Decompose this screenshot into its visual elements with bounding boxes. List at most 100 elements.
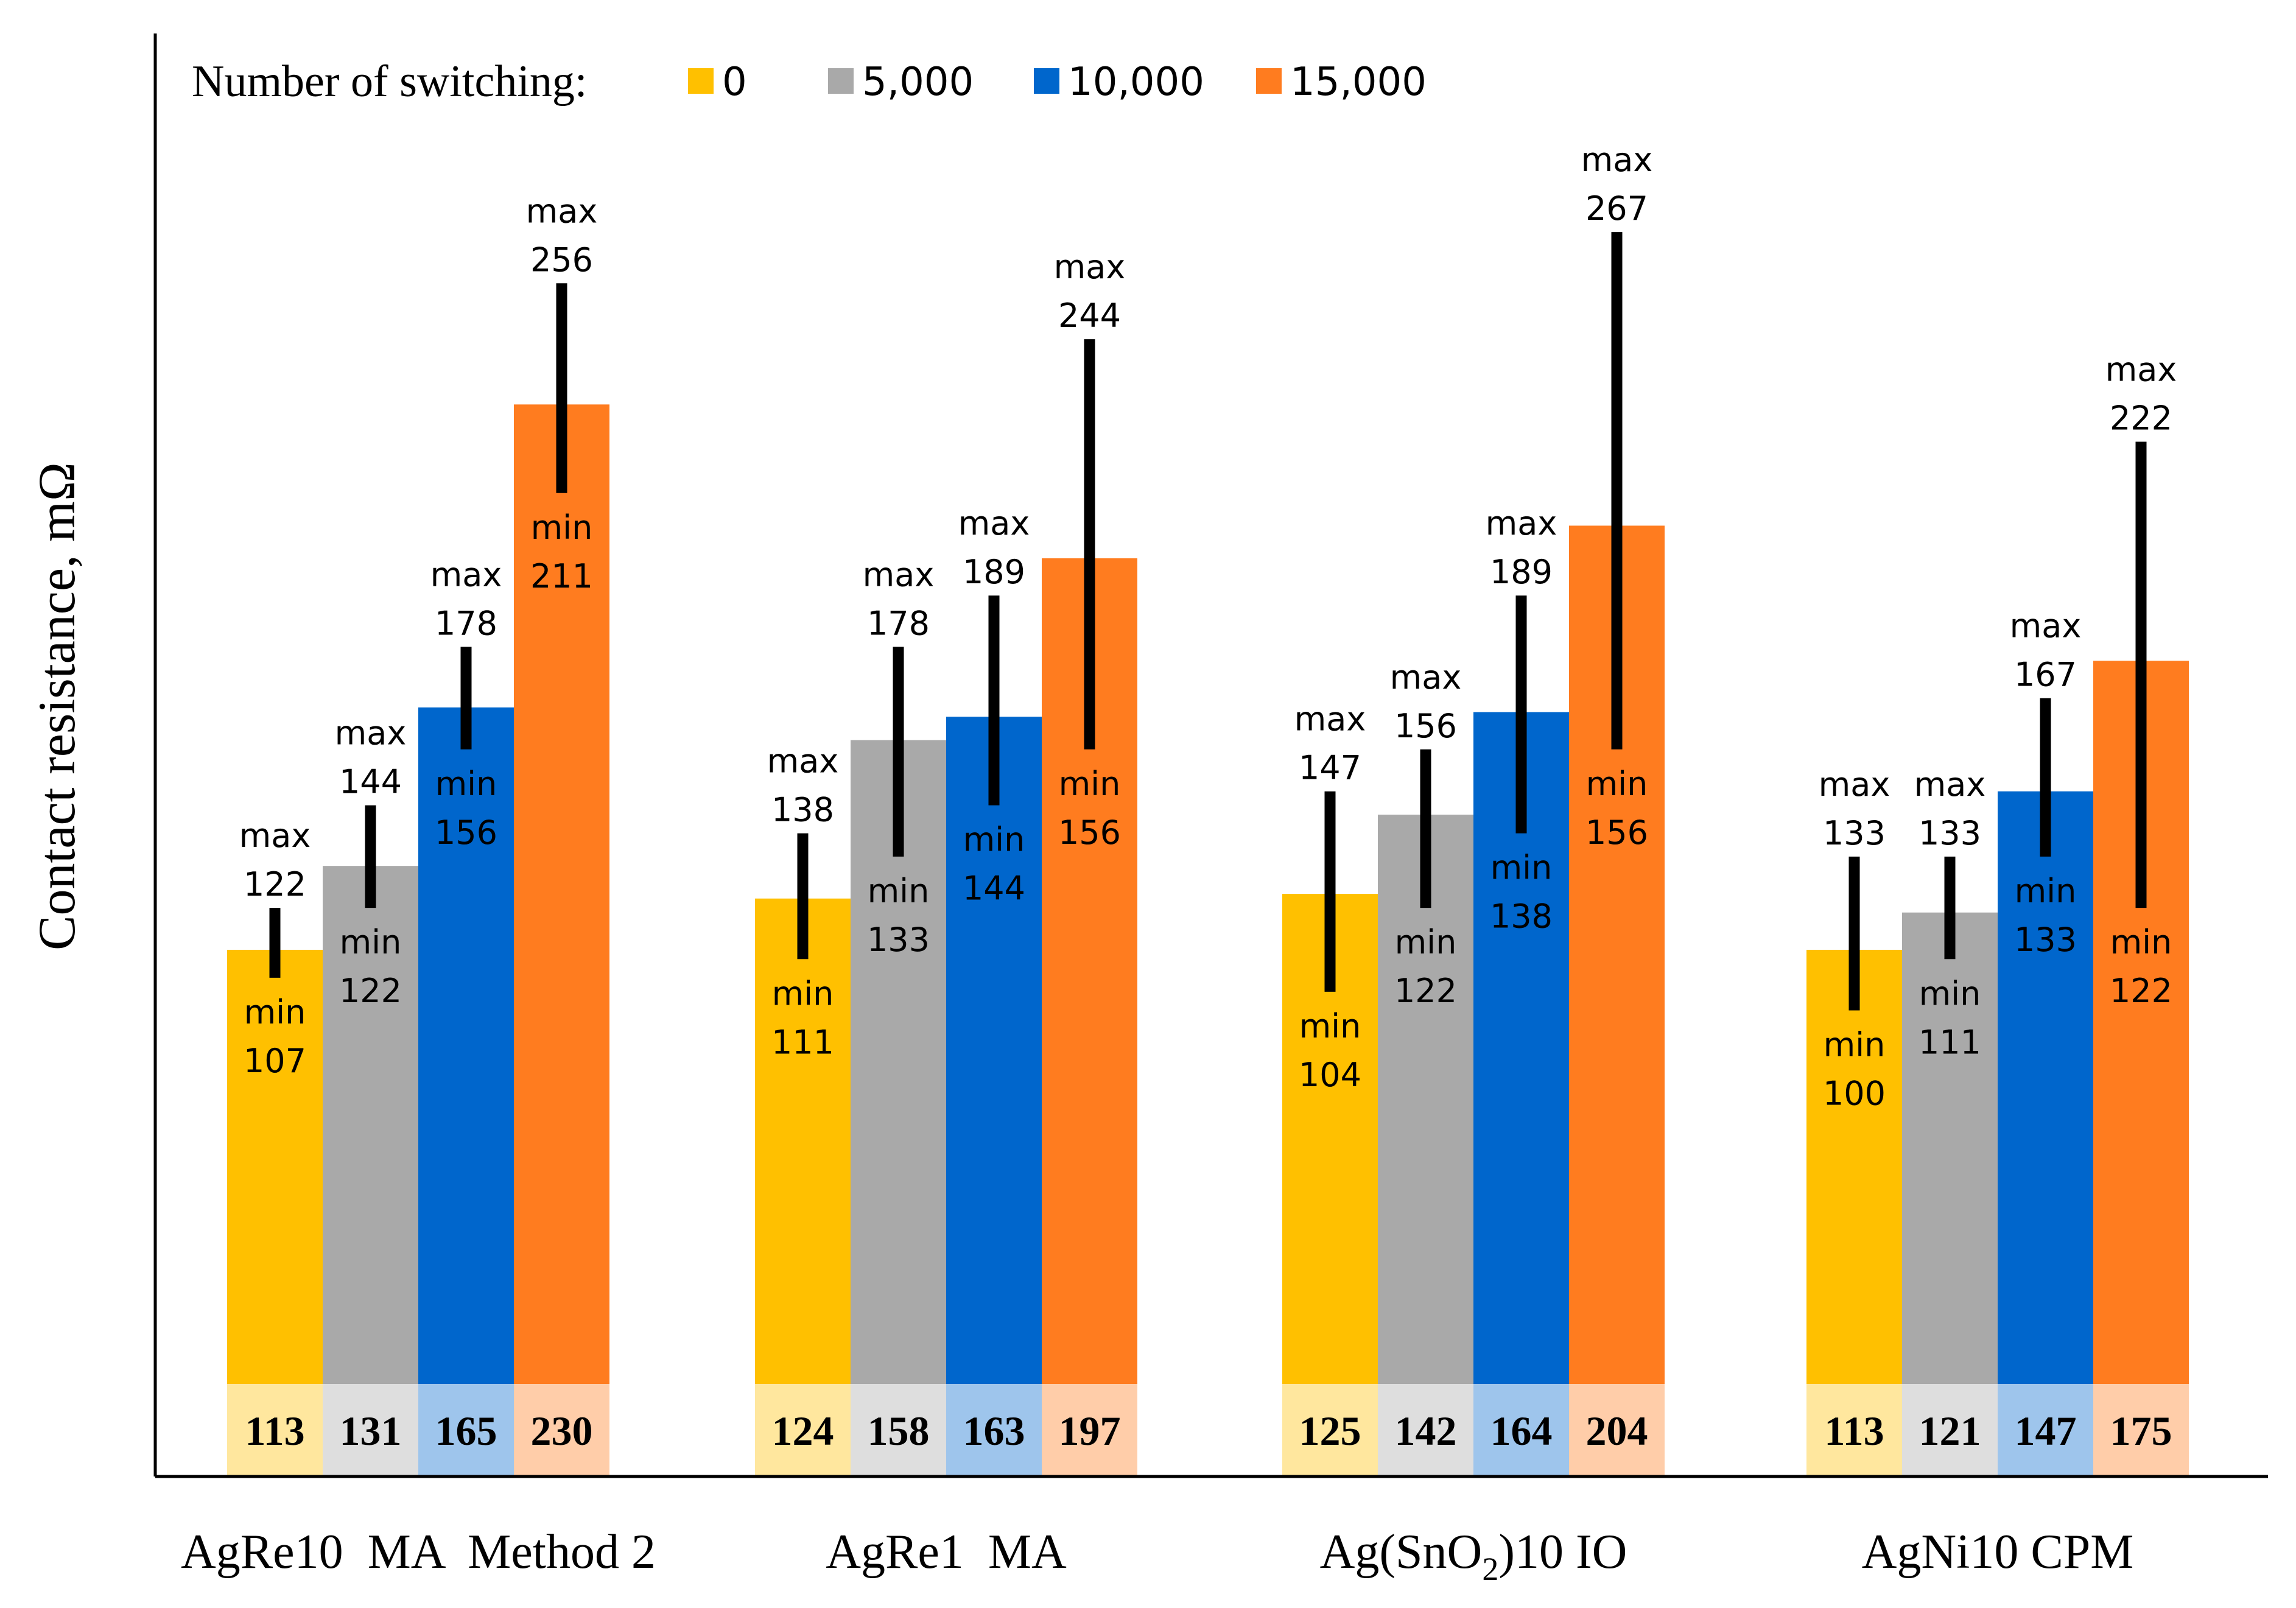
max-word-0-2: max [430, 555, 502, 594]
bar-value-band-3-2 [1998, 1384, 2093, 1476]
bar-value-band-2-1 [1378, 1384, 1473, 1476]
min-word-0-1: min [340, 923, 402, 961]
max-value-1-2: 189 [963, 553, 1025, 591]
x-tick-labels: AgRe10 MA Method 2 AgRe1 MA Ag(SnO2)10 IO A… [181, 1525, 2133, 1587]
min-value-2-2: 138 [1490, 897, 1553, 936]
max-value-2-1: 156 [1394, 707, 1457, 745]
max-value-3-2: 167 [2014, 656, 2077, 694]
bar-3-2 [1998, 791, 2093, 1476]
max-word-0-0: max [239, 816, 311, 855]
max-word-2-2: max [1486, 504, 1557, 542]
bar-value-band-0-2 [418, 1384, 514, 1476]
legend-label-3: 15,000 [1290, 60, 1427, 105]
bar-value-label-3-1: 121 [1919, 1408, 1981, 1454]
max-word-3-1: max [1914, 765, 1986, 804]
bar-value-label-1-1: 158 [868, 1408, 930, 1454]
errorbars-layer [269, 232, 2147, 1011]
max-word-1-3: max [1054, 248, 1126, 286]
bar-1-2 [946, 717, 1042, 1476]
legend-label-2: 10,000 [1068, 60, 1204, 105]
min-value-3-3: 122 [2110, 972, 2172, 1010]
max-value-1-0: 138 [771, 791, 834, 829]
min-word-1-1: min [868, 872, 930, 910]
max-word-0-3: max [526, 192, 598, 230]
bar-value-label-0-1: 131 [340, 1408, 402, 1454]
min-value-2-3: 156 [1585, 813, 1648, 852]
labels-layer: 113 max 122 min 107 131 max 144 min 122 165 max 178 m… [239, 141, 2177, 1454]
bar-value-band-1-0 [755, 1384, 851, 1476]
x-tick-label-1: AgRe1 MA [826, 1525, 1067, 1579]
min-value-2-1: 122 [1394, 972, 1457, 1010]
min-value-0-3: 211 [530, 557, 593, 595]
min-value-0-0: 107 [244, 1042, 306, 1080]
max-value-0-0: 122 [244, 865, 306, 904]
axes-layer [153, 33, 2268, 1478]
max-word-1-0: max [767, 742, 839, 781]
min-word-2-0: min [1299, 1007, 1361, 1045]
bar-value-band-2-3 [1569, 1384, 1665, 1476]
legend-swatch-1 [828, 68, 854, 94]
min-word-1-0: min [772, 974, 834, 1013]
min-value-3-1: 111 [1919, 1023, 1981, 1061]
bar-value-band-1-2 [946, 1384, 1042, 1476]
bar-value-band-3-3 [2093, 1384, 2189, 1476]
min-value-1-3: 156 [1058, 813, 1121, 852]
bar-0-2 [418, 707, 514, 1476]
min-word-3-0: min [1824, 1025, 1886, 1064]
x-tick-label-3: AgNi10 CPM [1862, 1525, 2134, 1579]
min-value-1-2: 144 [963, 869, 1025, 908]
bar-value-label-2-2: 164 [1490, 1408, 1553, 1454]
x-tick-label-0: AgRe10 MA Method 2 [181, 1525, 656, 1579]
min-value-1-1: 133 [867, 921, 930, 959]
bar-value-band-1-3 [1042, 1384, 1137, 1476]
bar-0-1 [323, 866, 418, 1476]
max-value-3-0: 133 [1823, 814, 1886, 852]
bar-value-label-2-1: 142 [1395, 1408, 1457, 1454]
min-word-2-3: min [1586, 765, 1648, 803]
bar-value-band-0-3 [514, 1384, 609, 1476]
bar-value-band-3-0 [1806, 1384, 1902, 1476]
bar-value-label-3-0: 113 [1824, 1408, 1884, 1454]
max-value-2-3: 267 [1585, 189, 1648, 228]
min-value-0-1: 122 [339, 972, 402, 1010]
bar-value-label-2-0: 125 [1299, 1408, 1361, 1454]
max-value-1-3: 244 [1058, 297, 1121, 335]
min-word-1-2: min [963, 821, 1025, 859]
bar-value-band-2-2 [1473, 1384, 1569, 1476]
bar-value-band-3-1 [1902, 1384, 1998, 1476]
bar-1-1 [851, 740, 946, 1476]
bar-value-label-3-2: 147 [2015, 1408, 2077, 1454]
max-value-0-3: 256 [530, 240, 593, 279]
bar-2-1 [1378, 814, 1473, 1476]
bar-0-3 [514, 404, 609, 1477]
legend-swatch-3 [1256, 68, 1282, 94]
bar-value-band-2-0 [1282, 1384, 1378, 1476]
legend: Number of switching: 0 5,000 10,000 15,000 [192, 57, 1427, 107]
min-word-3-1: min [1919, 974, 1981, 1013]
y-axis-label: Contact resistance, mΩ [27, 462, 86, 950]
min-word-3-2: min [2015, 872, 2077, 910]
max-value-2-2: 189 [1490, 553, 1553, 591]
max-value-0-1: 144 [339, 763, 402, 801]
legend-label-0: 0 [722, 60, 747, 105]
max-value-1-1: 178 [867, 604, 930, 642]
max-word-1-1: max [863, 555, 935, 594]
bar-1-0 [755, 898, 851, 1476]
min-word-0-0: min [244, 993, 306, 1031]
bar-value-label-2-3: 204 [1586, 1408, 1648, 1454]
min-word-0-3: min [531, 508, 593, 547]
bar-value-band-1-1 [851, 1384, 946, 1476]
max-value-3-3: 222 [2110, 399, 2172, 438]
max-word-2-3: max [1581, 141, 1653, 179]
max-word-0-1: max [335, 714, 407, 753]
max-word-1-2: max [958, 504, 1030, 542]
min-value-3-2: 133 [2014, 921, 2077, 959]
min-value-1-0: 111 [771, 1023, 834, 1061]
max-word-3-3: max [2105, 351, 2177, 389]
bar-3-1 [1902, 912, 1998, 1476]
min-word-0-2: min [435, 765, 497, 803]
legend-swatch-0 [688, 68, 714, 94]
bars-layer [227, 404, 2189, 1477]
min-value-3-0: 100 [1823, 1074, 1886, 1112]
